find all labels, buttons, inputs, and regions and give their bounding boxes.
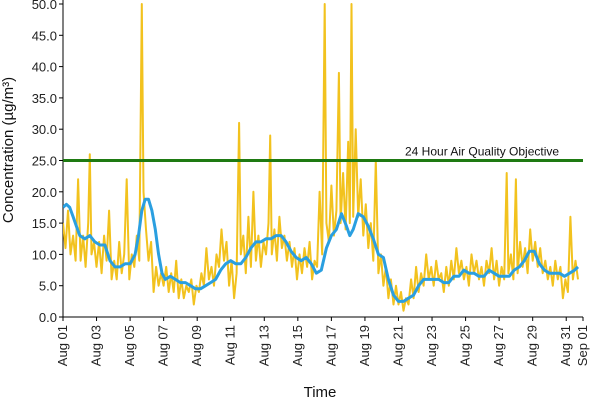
x-axis: Aug 01 Aug 03 Aug 05 Aug 07 Aug 09 Aug 11 Aug … — [55, 317, 590, 366]
plot-area — [62, 0, 583, 318]
series-line-hourly — [63, 3, 579, 312]
x-tick-label: Aug 13 — [256, 325, 271, 366]
x-tick-label: Sep 01 — [575, 325, 590, 366]
y-tick-label: 30.0 — [32, 122, 57, 137]
x-axis-title: Time — [304, 384, 337, 400]
x-tick-label: Aug 23 — [424, 325, 439, 366]
y-tick-label: 25.0 — [32, 154, 57, 169]
x-tick-label: Aug 01 — [55, 325, 70, 366]
y-tick-label: 0.0 — [39, 310, 57, 325]
x-tick-label: Aug 07 — [156, 325, 171, 366]
x-tick-label: Aug 19 — [357, 325, 372, 366]
x-tick-label: Aug 21 — [390, 325, 405, 366]
x-tick-label: Aug 31 — [558, 325, 573, 366]
x-tick-label: Aug 15 — [290, 325, 305, 366]
y-axis: 0.0 5.0 10.0 15.0 20.0 25.0 30.0 35.0 40.0 45.0 50… — [32, 0, 63, 325]
y-tick-label: 15.0 — [32, 216, 57, 231]
y-tick-label: 35.0 — [32, 91, 57, 106]
x-tick-label: Aug 27 — [491, 325, 506, 366]
y-tick-label: 20.0 — [32, 185, 57, 200]
y-axis-title: Concentration (µg/m³) — [0, 77, 17, 223]
x-tick-label: Aug 11 — [223, 325, 238, 365]
y-tick-label: 5.0 — [39, 279, 57, 294]
x-tick-label: Aug 25 — [458, 325, 473, 366]
y-tick-label: 50.0 — [32, 0, 57, 12]
x-tick-label: Aug 29 — [525, 325, 540, 366]
y-tick-label: 10.0 — [32, 247, 57, 262]
y-tick-label: 40.0 — [32, 60, 57, 75]
series-layer — [63, 3, 583, 312]
x-tick-label: Aug 17 — [323, 325, 338, 366]
y-tick-label: 45.0 — [32, 28, 57, 43]
x-tick-label: Aug 09 — [189, 325, 204, 366]
series-line-rolling-mean — [63, 197, 580, 303]
x-tick-label: Aug 05 — [122, 325, 137, 366]
x-tick-label: Aug 03 — [89, 325, 104, 366]
objective-annotation: 24 Hour Air Quality Objective — [405, 145, 559, 159]
